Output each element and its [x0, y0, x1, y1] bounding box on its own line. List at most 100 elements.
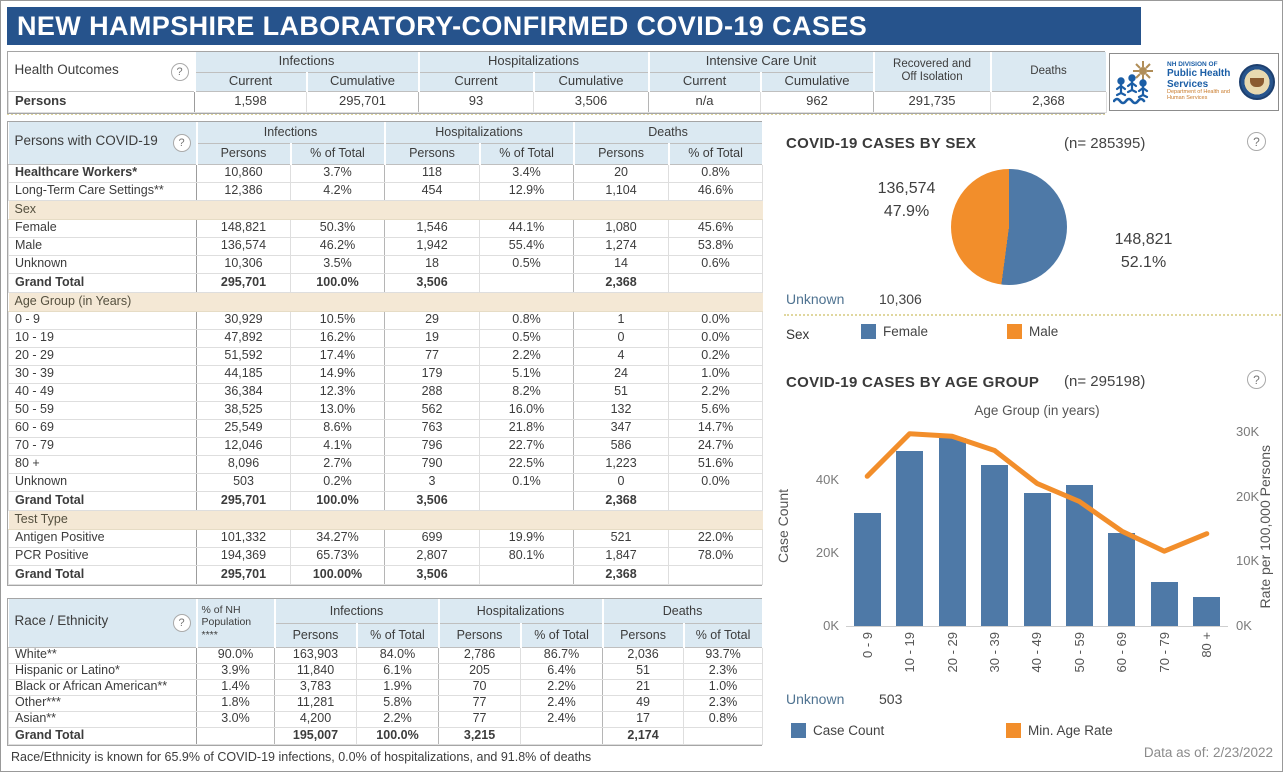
bar-mark[interactable]	[896, 451, 924, 626]
cell	[668, 272, 764, 293]
cell: 295,701	[196, 564, 291, 585]
agency-logo: NH DIVISION OF Public Health Services De…	[1109, 53, 1279, 111]
table-row: Unknown 503 0.2% 3 0.1% 0 0.0%	[8, 472, 764, 492]
table-row: Hispanic or Latino* 3.9% 11,840 6.1% 205 6.4%…	[8, 662, 764, 680]
cell: 29	[384, 310, 481, 330]
row-label: 0 - 9	[8, 310, 197, 330]
help-icon[interactable]: ?	[170, 62, 189, 81]
right-axis-tick: 20K	[1236, 488, 1260, 504]
table-title-text: Health Outcomes	[14, 61, 119, 77]
cell: 3,783	[274, 678, 357, 696]
min-age-rate-swatch[interactable]	[1006, 723, 1021, 738]
cell: 2.2%	[668, 382, 764, 402]
header-row: Race / Ethnicity?% of NH Population ****…	[8, 599, 764, 648]
cell: 17.4%	[289, 346, 386, 366]
cell: 0	[573, 328, 670, 348]
section-row: Sex	[8, 199, 763, 220]
help-icon[interactable]: ?	[172, 614, 191, 633]
cell: 0.6%	[668, 254, 764, 274]
cell: 100.0%	[289, 272, 386, 293]
cell: 20	[573, 163, 670, 183]
col-header: Current	[193, 72, 308, 92]
legend-item-female[interactable]: Female	[861, 324, 928, 339]
row-label: 70 - 79	[8, 436, 197, 456]
bar-mark[interactable]	[1108, 532, 1136, 626]
row-label: Unknown	[8, 472, 197, 492]
col-group-header: Hospitalizations	[437, 599, 604, 624]
row-label: Other***	[8, 694, 197, 712]
cell	[196, 726, 275, 745]
cell: 521	[573, 528, 670, 548]
cell: 2.3%	[683, 662, 764, 680]
x-axis-tick-text: 20 - 29	[944, 632, 960, 673]
col-group-header: Hospitalizations	[417, 52, 650, 73]
legend-item-min-age-rate[interactable]: Min. Age Rate	[1006, 723, 1113, 738]
table-title: Race / Ethnicity?	[8, 599, 198, 648]
row-label: 40 - 49	[8, 382, 197, 402]
cell: 53.8%	[668, 236, 764, 256]
cell: 1,104	[573, 181, 670, 201]
bar-mark[interactable]	[938, 437, 966, 626]
cell: 790	[384, 454, 481, 474]
col-header: Current	[647, 72, 762, 92]
help-icon[interactable]: ?	[172, 134, 191, 153]
help-icon[interactable]: ?	[1247, 132, 1266, 151]
col-group-header: Infections	[193, 52, 420, 73]
bar-mark[interactable]	[981, 464, 1009, 626]
table-row: 30 - 39 44,185 14.9% 179 5.1% 24 1.0%	[8, 364, 764, 384]
table-row: Female 148,821 50.3% 1,546 44.1% 1,080 45.6%	[8, 218, 764, 238]
sex-unknown-value: 10,306	[879, 291, 922, 307]
cell: 0.2%	[289, 472, 386, 492]
cell: 1.0%	[668, 364, 764, 384]
sex-pie-chart[interactable]	[951, 169, 1067, 285]
age-chart-title: COVID-19 CASES BY AGE GROUP	[786, 374, 1040, 391]
cell: 5.6%	[668, 400, 764, 420]
cell: 3.7%	[289, 163, 386, 183]
cell: 86.7%	[520, 646, 604, 664]
cell: 51	[602, 662, 685, 680]
right-axis-label: Rate per 100,000 Persons	[1257, 445, 1273, 609]
bar-mark[interactable]	[1193, 596, 1221, 626]
row-label: Long-Term Care Settings**	[8, 181, 197, 201]
cell: 796	[384, 436, 481, 456]
right-axis-tick: 0K	[1236, 618, 1252, 633]
legend-item-case-count[interactable]: Case Count	[791, 723, 884, 738]
cell: 47,892	[196, 328, 291, 348]
rate-line-mark[interactable]	[846, 426, 1228, 626]
cell: 205	[438, 662, 522, 680]
col-header: Persons	[601, 623, 685, 648]
cell: 21.8%	[479, 418, 575, 438]
col-header: % of NH Population ****	[195, 599, 276, 648]
cell: 3.4%	[479, 163, 575, 183]
cell: 44,185	[196, 364, 291, 384]
table-row: Antigen Positive 101,332 34.27% 699 19.9% 521…	[8, 528, 764, 548]
bar-mark[interactable]	[1023, 493, 1051, 626]
female-swatch[interactable]	[861, 324, 876, 339]
cell: 3.9%	[196, 662, 275, 680]
col-group-header: Infections	[195, 122, 386, 144]
cell: 2.4%	[520, 694, 604, 712]
col-header: Recovered and Off Isolation	[872, 52, 992, 92]
age-unknown-label: Unknown	[786, 691, 845, 707]
bar-mark[interactable]	[1150, 582, 1178, 626]
bar-mark[interactable]	[853, 513, 881, 626]
table-row: 80 +8,096 2.7% 790 22.5% 1,223 51.6%	[8, 454, 764, 474]
cell: 12.9%	[479, 181, 575, 201]
legend-item-male[interactable]: Male	[1007, 324, 1058, 339]
male-swatch[interactable]	[1007, 324, 1022, 339]
data-as-of: Data as of: 2/23/2022	[1143, 745, 1273, 760]
cell: 3,506	[384, 490, 481, 511]
health-outcomes-table: Health Outcomes? Infections Hospitalizatio…	[7, 51, 1108, 114]
help-icon[interactable]: ?	[1247, 370, 1266, 389]
cell: 291,735	[873, 90, 992, 113]
case-count-swatch[interactable]	[791, 723, 806, 738]
cell: 163,903	[274, 646, 357, 664]
cell: 3	[384, 472, 481, 492]
cell: 80.1%	[479, 546, 575, 566]
cell: 3,506	[532, 90, 650, 113]
table-row: 10 - 19 47,892 16.2% 19 0.5% 0 0.0%	[8, 328, 764, 348]
row-label: Healthcare Workers*	[8, 163, 197, 183]
cell: 0.8%	[683, 710, 764, 728]
sex-unknown-label: Unknown	[786, 291, 845, 307]
col-group-header: Deaths	[572, 122, 764, 144]
